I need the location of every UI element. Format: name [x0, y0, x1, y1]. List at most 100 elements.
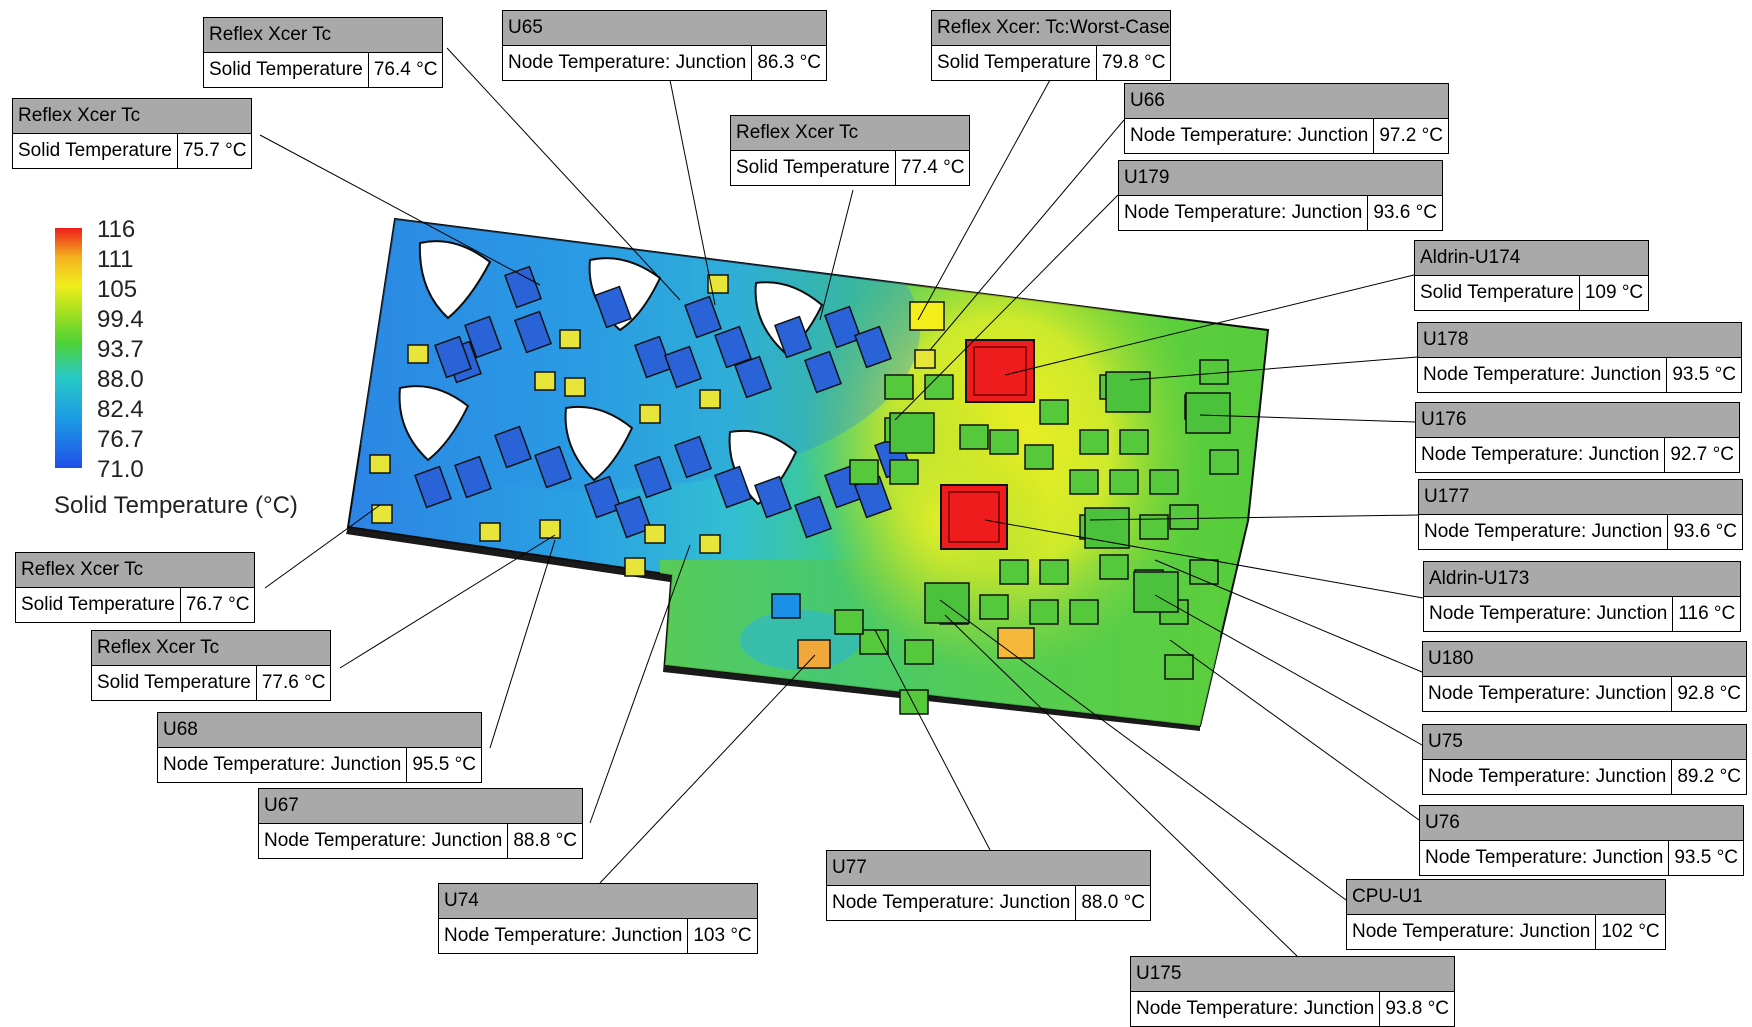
probe-label[interactable]: Reflex Xcer Tc Solid Temperature 77.4 °C: [730, 115, 971, 186]
probe-name: Reflex Xcer Tc: [16, 553, 255, 588]
probe-label[interactable]: Reflex Xcer Tc Solid Temperature 76.7 °C: [15, 552, 256, 623]
board-component: [854, 325, 892, 369]
probe-label[interactable]: Reflex Xcer Tc Solid Temperature 77.6 °C: [91, 630, 332, 701]
legend-tick: 82.4: [97, 396, 144, 423]
probe-name: CPU-U1: [1347, 880, 1665, 915]
board-component: [884, 374, 914, 400]
probe-label[interactable]: Reflex Xcer Tc Solid Temperature 75.7 °C: [12, 98, 253, 169]
probe-label[interactable]: U177 Node Temperature: Junction 93.6 °C: [1418, 479, 1743, 550]
legend-tick: 111: [97, 246, 134, 273]
probe-name: Reflex Xcer Tc: [13, 99, 252, 134]
probe-quantity: Node Temperature: Junction: [1423, 677, 1673, 711]
probe-quantity: Node Temperature: Junction: [1131, 992, 1381, 1026]
probe-value: 93.5 °C: [1674, 847, 1738, 868]
board-component: [889, 412, 935, 454]
probe-name: U68: [158, 713, 481, 748]
board-component: [714, 325, 752, 369]
board-component: [699, 389, 721, 409]
probe-quantity: Solid Temperature: [932, 46, 1097, 80]
legend-tick: 105: [97, 276, 138, 303]
board-component: [774, 315, 812, 359]
board-component: [1133, 571, 1179, 613]
leader-line: [984, 519, 1424, 599]
probe-label[interactable]: U74 Node Temperature: Junction 103 °C: [438, 883, 758, 954]
probe-label[interactable]: U65 Node Temperature: Junction 86.3 °C: [502, 10, 827, 81]
probe-value: 89.2 °C: [1677, 766, 1741, 787]
probe-value: 77.4 °C: [900, 157, 965, 178]
probe-value: 95.5 °C: [412, 754, 476, 775]
probe-label[interactable]: U180 Node Temperature: Junction 92.8 °C: [1422, 641, 1747, 712]
probe-value: 86.3 °C: [757, 52, 821, 73]
board-component: [1169, 504, 1199, 530]
probe-quantity: Solid Temperature: [92, 666, 257, 700]
board-component: [494, 425, 532, 469]
probe-label[interactable]: U178 Node Temperature: Junction 93.5 °C: [1417, 322, 1742, 393]
board-component: [634, 455, 672, 499]
probe-label[interactable]: U175 Node Temperature: Junction 93.8 °C: [1130, 956, 1455, 1027]
probe-value: 93.6 °C: [1373, 202, 1437, 223]
probe-name: U77: [827, 851, 1150, 886]
board-component: [534, 371, 556, 391]
probe-label[interactable]: U68 Node Temperature: Junction 95.5 °C: [157, 712, 482, 783]
board-component: [639, 404, 661, 424]
probe-leader-lines: [259, 47, 1424, 957]
probe-name: U74: [439, 884, 757, 919]
probe-quantity: Node Temperature: Junction: [827, 886, 1077, 920]
legend-title: Solid Temperature (°C): [54, 492, 298, 519]
color-scale-legend: 116 111 105 99.4 93.7 88.0 82.4 76.7 71.…: [52, 218, 322, 528]
board-component: [454, 455, 492, 499]
probe-label[interactable]: U179 Node Temperature: Junction 93.6 °C: [1118, 160, 1443, 231]
probe-name: U75: [1423, 725, 1746, 760]
legend-tick: 88.0: [97, 366, 144, 393]
probe-label[interactable]: Reflex Xcer Tc Solid Temperature 76.4 °C: [203, 17, 444, 88]
probe-name: Reflex Xcer Tc: [731, 116, 970, 151]
board-component: [1105, 371, 1151, 413]
probe-quantity: Node Temperature: Junction: [1418, 358, 1668, 392]
probe-label[interactable]: U76 Node Temperature: Junction 93.5 °C: [1419, 805, 1744, 876]
probe-label[interactable]: U77 Node Temperature: Junction 88.0 °C: [826, 850, 1151, 921]
board-component: [834, 609, 864, 635]
probe-quantity: Solid Temperature: [16, 588, 181, 622]
board-component: [539, 519, 561, 539]
probe-name: U177: [1419, 480, 1742, 515]
board-component: [614, 495, 652, 539]
probe-name: U65: [503, 11, 826, 46]
board-component: [1039, 559, 1069, 585]
probe-value: 97.2 °C: [1379, 125, 1443, 146]
probe-name: Reflex Xcer: Tc:Worst-Case: [932, 11, 1171, 46]
leader-line: [599, 654, 816, 884]
board-component: [479, 522, 501, 542]
leader-line: [944, 614, 1298, 957]
leader-line: [1089, 514, 1419, 521]
probe-name: Reflex Xcer Tc: [204, 18, 443, 53]
board-component: [369, 454, 391, 474]
probe-label[interactable]: U67 Node Temperature: Junction 88.8 °C: [258, 788, 583, 859]
probe-label[interactable]: Reflex Xcer: Tc:Worst-Case Solid Temperat…: [931, 10, 1172, 81]
probe-value: 116 °C: [1678, 603, 1736, 624]
board-component: [1109, 469, 1139, 495]
probe-quantity: Node Temperature: Junction: [1125, 119, 1375, 153]
board-component: [824, 305, 862, 349]
probe-name: U178: [1418, 323, 1741, 358]
probe-label[interactable]: CPU-U1 Node Temperature: Junction 102 °C: [1346, 879, 1666, 950]
probe-label[interactable]: Aldrin-U174 Solid Temperature 109 °C: [1414, 240, 1650, 311]
probe-name: U175: [1131, 957, 1454, 992]
probe-label[interactable]: U66 Node Temperature: Junction 97.2 °C: [1124, 83, 1449, 154]
probe-value: 75.7 °C: [182, 140, 247, 161]
board-component: [1189, 559, 1219, 585]
board-component: [1024, 444, 1054, 470]
probe-name: U179: [1119, 161, 1442, 196]
probe-label[interactable]: U75 Node Temperature: Junction 89.2 °C: [1422, 724, 1747, 795]
board-component: [559, 329, 581, 349]
board-component: [914, 349, 936, 369]
board-component: [684, 295, 722, 339]
leader-line: [939, 599, 1347, 901]
board-component: [794, 495, 832, 539]
probe-name: U67: [259, 789, 582, 824]
probe-label[interactable]: U176 Node Temperature: Junction 92.7 °C: [1415, 402, 1740, 473]
legend-tick: 99.4: [97, 306, 144, 333]
probe-name: U176: [1416, 403, 1739, 438]
board-component: [904, 639, 934, 665]
probe-label[interactable]: Aldrin-U173 Node Temperature: Junction 116…: [1423, 561, 1742, 632]
